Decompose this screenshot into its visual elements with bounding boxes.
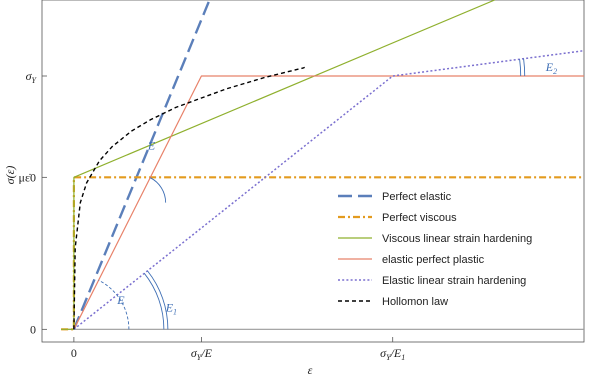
elastic-modulus-arc-upper: [149, 177, 167, 203]
legend-label: Perfect viscous: [382, 212, 457, 224]
series-line-elastic-linear-strain-hardening: [73, 49, 585, 330]
modulus-annotation: E: [116, 293, 125, 307]
hardening-modulus-arc-outer: [143, 273, 165, 330]
plot-frame: [41, 0, 585, 343]
x-tick-label: σY/E: [191, 346, 213, 362]
modulus-annotation: E2: [545, 60, 557, 76]
x-tick-label: σY/E1: [380, 346, 405, 362]
legend-label: Hollomon law: [382, 296, 448, 308]
series-line-elastic-perfect-plastic: [73, 75, 584, 330]
series-line-hollomon-law: [73, 66, 305, 330]
modulus-annotation: E: [147, 138, 156, 152]
hardening-modulus-arc-inner: [147, 270, 169, 330]
series-line-viscous-linear-strain-hardening: [61, 0, 495, 330]
legend-label: Viscous linear strain hardening: [382, 233, 532, 245]
y-tick-label: με̇0: [19, 170, 36, 184]
legend-label: elastic perfect plastic: [382, 254, 485, 266]
legend-label: Perfect elastic: [382, 191, 452, 203]
series-line-perfect-elastic: [72, 0, 211, 330]
hardening-modulus-e2-arc-outer: [519, 59, 522, 77]
x-tick-label: 0: [71, 346, 77, 360]
y-tick-label: σY: [26, 69, 38, 85]
hardening-modulus-e2-arc-inner: [523, 58, 526, 77]
modulus-annotation: E1: [165, 301, 177, 317]
elastic-modulus-arc: [98, 279, 130, 330]
x-axis-label: ε: [308, 363, 313, 377]
legend-label: Elastic linear strain hardening: [382, 275, 526, 287]
y-axis-label: σ(ε): [3, 166, 17, 185]
y-tick-label: 0: [30, 322, 36, 336]
